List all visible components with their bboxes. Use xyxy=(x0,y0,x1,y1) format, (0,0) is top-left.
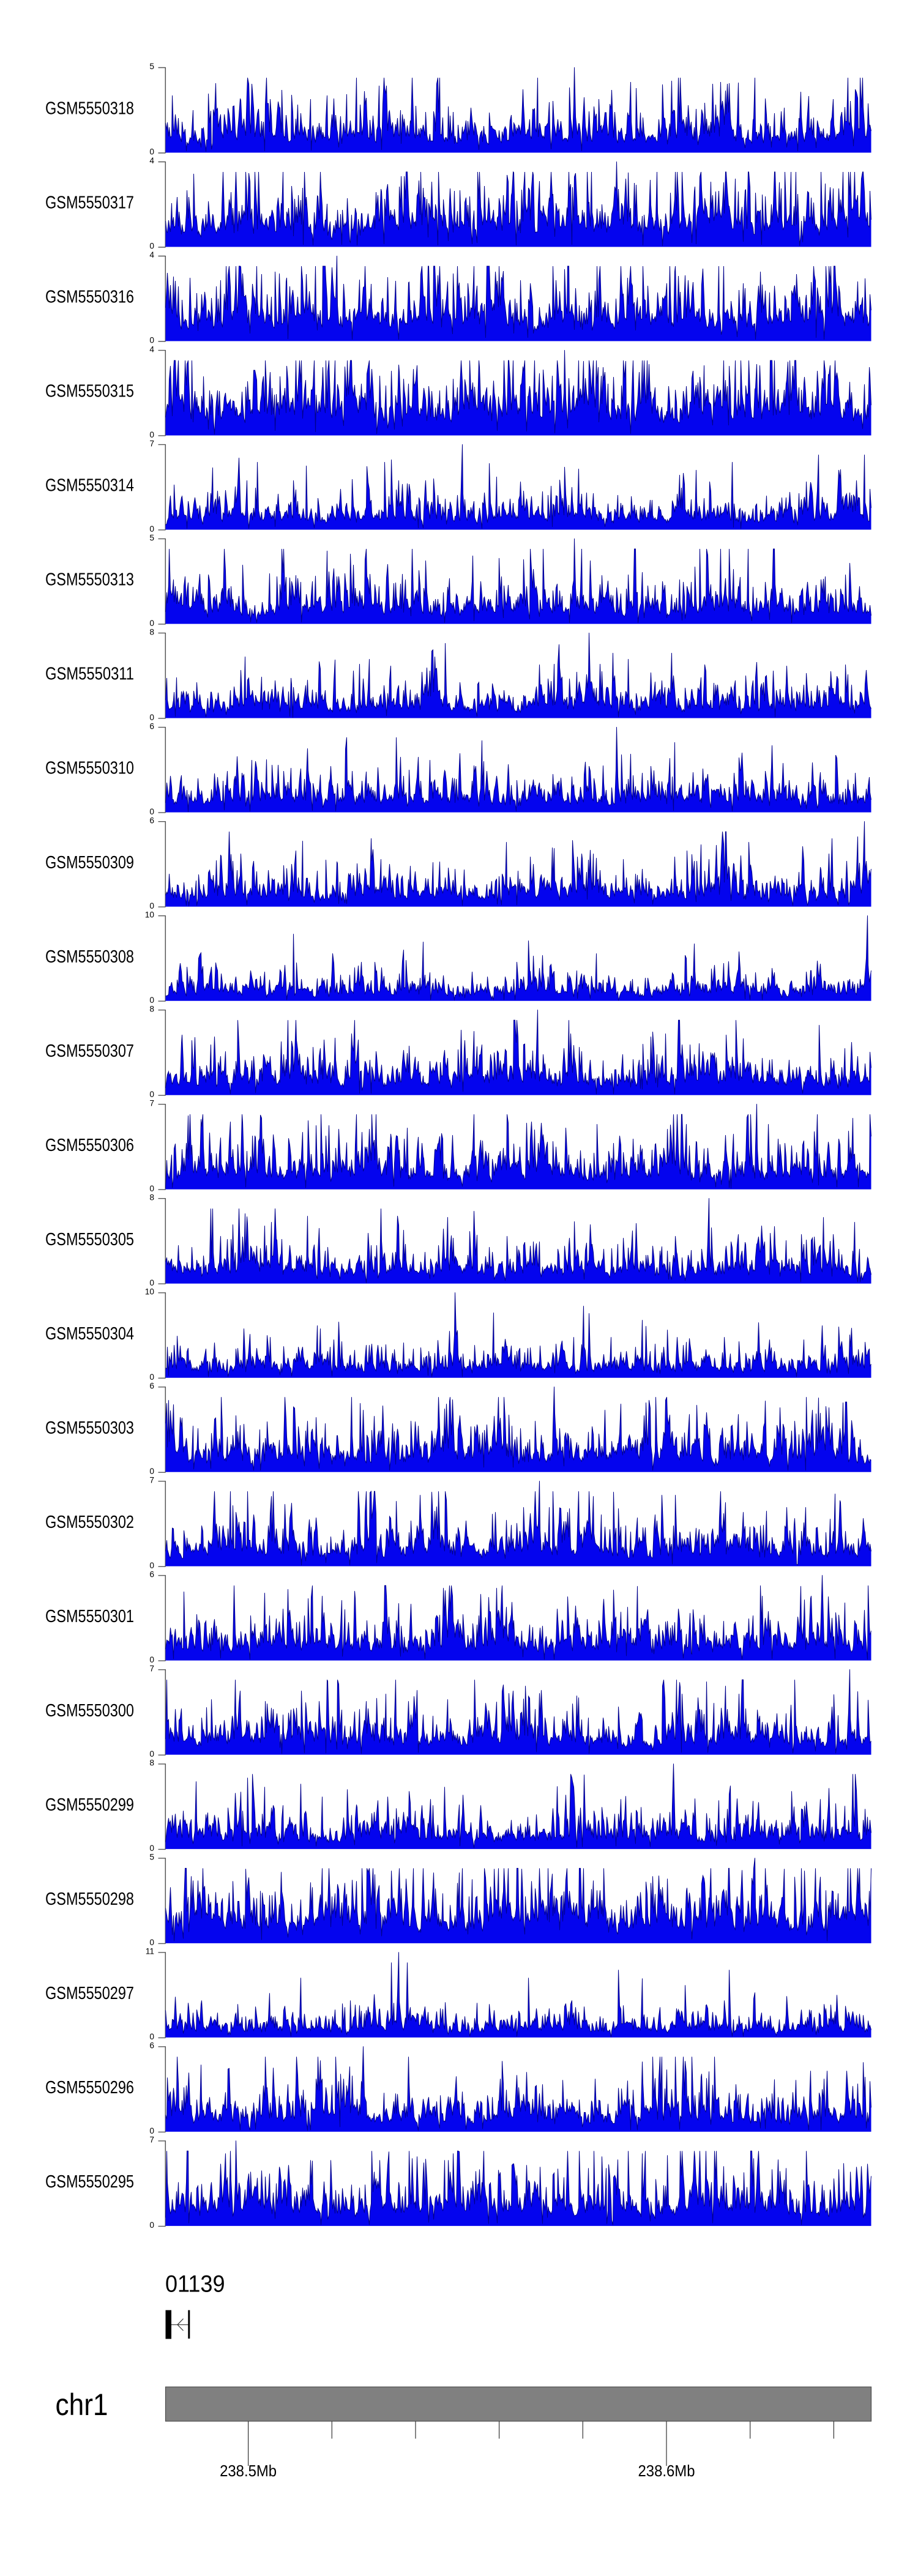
svg-text:7: 7 xyxy=(149,1098,154,1107)
svg-text:8: 8 xyxy=(149,1193,154,1202)
svg-text:GSM5550305: GSM5550305 xyxy=(45,1230,134,1249)
svg-text:7: 7 xyxy=(149,1476,154,1485)
svg-text:6: 6 xyxy=(149,816,154,825)
svg-text:0: 0 xyxy=(149,1655,154,1664)
svg-text:0: 0 xyxy=(149,996,154,1005)
svg-text:8: 8 xyxy=(149,1004,154,1013)
svg-text:GSM5550308: GSM5550308 xyxy=(45,947,134,967)
svg-text:GSM5550307: GSM5550307 xyxy=(45,1041,134,1061)
svg-text:GSM5550317: GSM5550317 xyxy=(45,193,134,213)
svg-text:7: 7 xyxy=(149,439,154,448)
svg-text:GSM5550309: GSM5550309 xyxy=(45,853,134,873)
svg-text:4: 4 xyxy=(149,156,154,165)
svg-text:0: 0 xyxy=(149,1372,154,1382)
svg-text:0: 0 xyxy=(149,2126,154,2135)
svg-text:0: 0 xyxy=(149,242,154,251)
svg-text:5: 5 xyxy=(149,533,154,542)
svg-text:0: 0 xyxy=(149,713,154,722)
svg-text:0: 0 xyxy=(149,336,154,345)
svg-text:GSM5550310: GSM5550310 xyxy=(45,759,134,778)
svg-text:GSM5550300: GSM5550300 xyxy=(45,1701,134,1721)
svg-text:6: 6 xyxy=(149,1570,154,1579)
svg-text:0: 0 xyxy=(149,1844,154,1853)
svg-text:0: 0 xyxy=(149,524,154,534)
svg-text:GSM5550304: GSM5550304 xyxy=(45,1324,134,1344)
svg-text:0: 0 xyxy=(149,147,154,157)
svg-text:10: 10 xyxy=(145,1287,155,1297)
svg-text:0: 0 xyxy=(149,1278,154,1287)
svg-text:4: 4 xyxy=(149,344,154,354)
svg-text:GSM5550295: GSM5550295 xyxy=(45,2172,134,2192)
svg-text:0: 0 xyxy=(149,619,154,628)
svg-text:0: 0 xyxy=(149,1467,154,1476)
svg-text:01139: 01139 xyxy=(165,2271,225,2298)
svg-text:GSM5550311: GSM5550311 xyxy=(45,664,134,684)
svg-text:GSM5550299: GSM5550299 xyxy=(45,1795,134,1815)
svg-text:238.6Mb: 238.6Mb xyxy=(638,2462,695,2480)
svg-text:GSM5550318: GSM5550318 xyxy=(45,99,134,119)
svg-text:GSM5550303: GSM5550303 xyxy=(45,1418,134,1438)
svg-text:7: 7 xyxy=(149,1664,154,1673)
svg-text:0: 0 xyxy=(149,430,154,439)
svg-text:0: 0 xyxy=(149,1184,154,1193)
svg-text:6: 6 xyxy=(149,1382,154,1391)
svg-text:GSM5550302: GSM5550302 xyxy=(45,1513,134,1532)
svg-text:8: 8 xyxy=(149,1759,154,1768)
svg-text:0: 0 xyxy=(149,2032,154,2041)
svg-text:238.5Mb: 238.5Mb xyxy=(220,2462,277,2480)
svg-text:7: 7 xyxy=(149,2135,154,2145)
svg-text:0: 0 xyxy=(149,1561,154,1570)
svg-text:5: 5 xyxy=(149,1853,154,1862)
svg-text:11: 11 xyxy=(146,1947,154,1956)
svg-text:8: 8 xyxy=(149,627,154,636)
svg-text:0: 0 xyxy=(149,807,154,816)
svg-text:GSM5550298: GSM5550298 xyxy=(45,1889,134,1909)
svg-text:6: 6 xyxy=(149,2041,154,2050)
svg-text:4: 4 xyxy=(149,250,154,259)
svg-text:0: 0 xyxy=(149,1749,154,1759)
svg-text:GSM5550301: GSM5550301 xyxy=(45,1607,134,1626)
svg-text:GSM5550306: GSM5550306 xyxy=(45,1136,134,1155)
svg-text:5: 5 xyxy=(149,62,154,71)
svg-text:6: 6 xyxy=(149,721,154,731)
svg-text:0: 0 xyxy=(149,2220,154,2230)
svg-text:GSM5550314: GSM5550314 xyxy=(45,476,134,496)
svg-text:GSM5550316: GSM5550316 xyxy=(45,288,134,307)
svg-text:GSM5550315: GSM5550315 xyxy=(45,382,134,401)
svg-text:0: 0 xyxy=(149,1090,154,1099)
svg-text:chr1: chr1 xyxy=(56,2388,108,2422)
svg-text:0: 0 xyxy=(149,1938,154,1947)
svg-text:GSM5550296: GSM5550296 xyxy=(45,2078,134,2098)
svg-text:GSM5550297: GSM5550297 xyxy=(45,1984,134,2003)
svg-text:0: 0 xyxy=(149,901,154,910)
svg-text:GSM5550313: GSM5550313 xyxy=(45,570,134,590)
svg-text:10: 10 xyxy=(145,910,155,919)
